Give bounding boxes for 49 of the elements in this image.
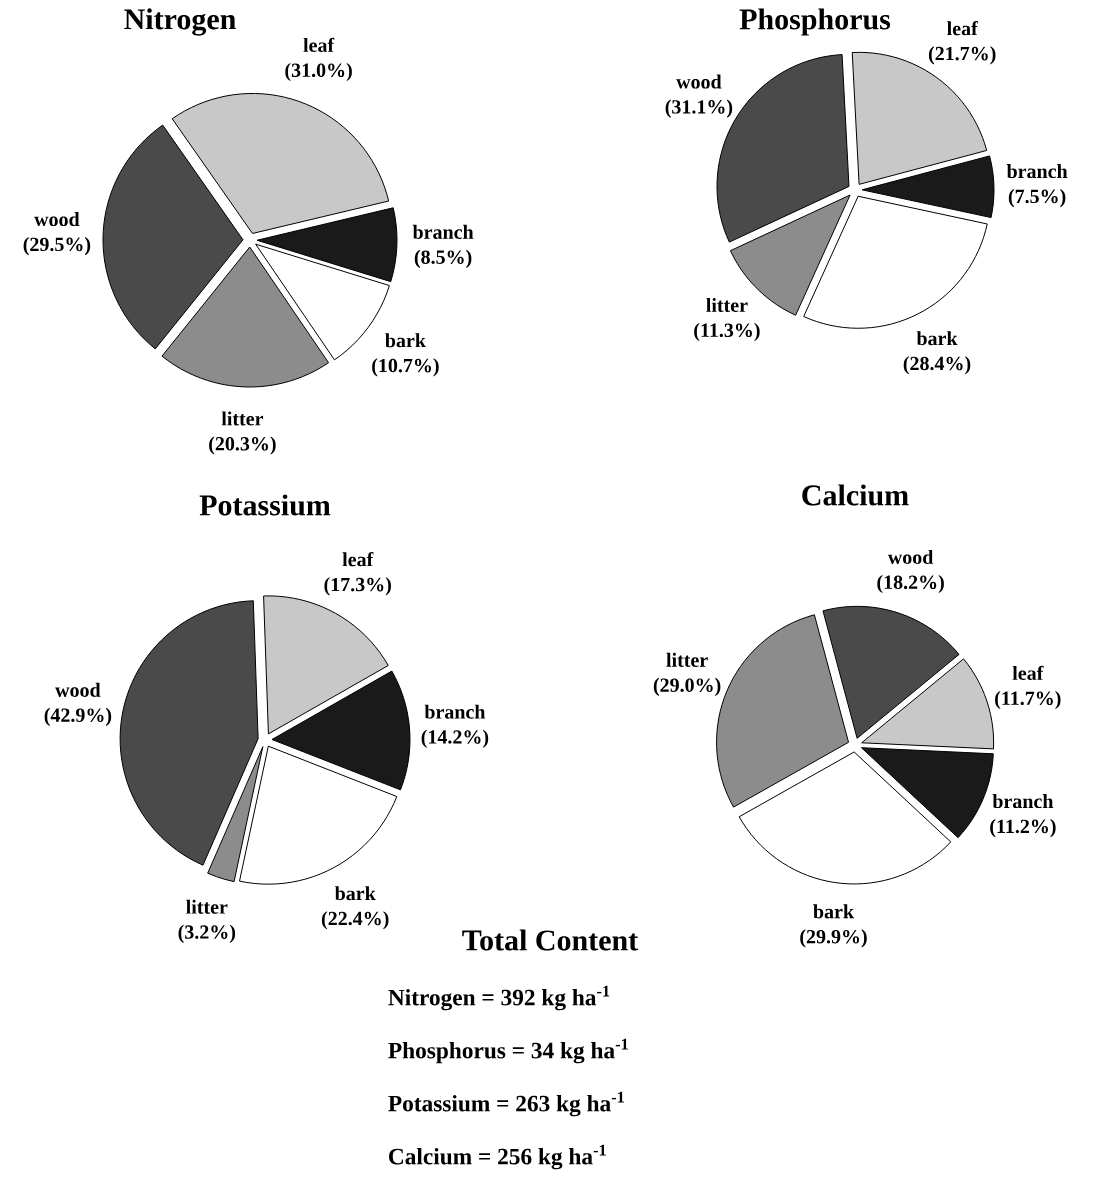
text: Potassium = 263 kg ha$^{-1}$ [388,1091,624,1117]
data-label: (7.5%) [1008,189,1066,208]
slice-label: litter [666,652,708,667]
slice-label: litter [186,899,228,914]
data-label: (3.2%) [178,924,236,943]
text: Calcium = 256 kg ha$^{-1}$ [389,1144,606,1170]
slice-label: leaf [303,37,335,52]
slice-label: wood [887,549,934,564]
data-label: (11.7%) [995,690,1061,710]
data-label: (18.2%) [877,574,944,594]
data-label: (29.9%) [800,929,867,948]
chart-title: Nitrogen [124,8,236,36]
data-label: (17.3%) [324,577,391,596]
chart-title: Calcium [802,484,909,506]
slice-label: bark [334,886,376,901]
chart-title: Phosphorus [739,8,891,36]
data-label: (14.2%) [421,729,489,748]
slice-label: bark [385,333,426,348]
slice-label: litter [221,411,264,426]
data-label: (22.4%) [321,911,389,930]
data-label: (42.9%) [44,707,112,726]
data-label: (8.5%) [414,249,472,268]
slice-label: wood [676,74,722,89]
slice-label: branch [992,794,1054,809]
data-label: (11.3%) [694,322,760,342]
slice-label: bark [916,331,958,346]
data-label: (31.0%) [285,62,352,82]
slice-label: wood [55,682,101,697]
data-label: (28.4%) [903,356,971,375]
data-label: (10.7%) [372,358,439,377]
data-label: (21.7%) [928,46,996,65]
slice-label: leaf [947,21,978,36]
text: Nitrogen = 392 kg ha$^{-1}$ [388,985,610,1011]
slice-label: branch [424,704,486,719]
data-label: (31.1%) [665,99,733,118]
text: Phosphorus = 34 kg ha$^{-1}$ [388,1038,628,1064]
slice-label: branch [412,224,474,239]
chart-title: Potassium [199,494,331,516]
slice-label: leaf [342,552,374,567]
data-label: (29.0%) [653,677,721,696]
text: Total Content [462,929,639,951]
slice-label: branch [1006,164,1068,179]
data-label: (11.2%) [990,819,1056,838]
slice-label: litter [706,297,748,312]
slice-label: wood [34,212,80,227]
slice-label: bark [813,904,855,919]
data-label: (20.3%) [209,436,276,455]
data-label: (29.5%) [23,237,91,256]
slice-label: leaf [1012,665,1044,680]
